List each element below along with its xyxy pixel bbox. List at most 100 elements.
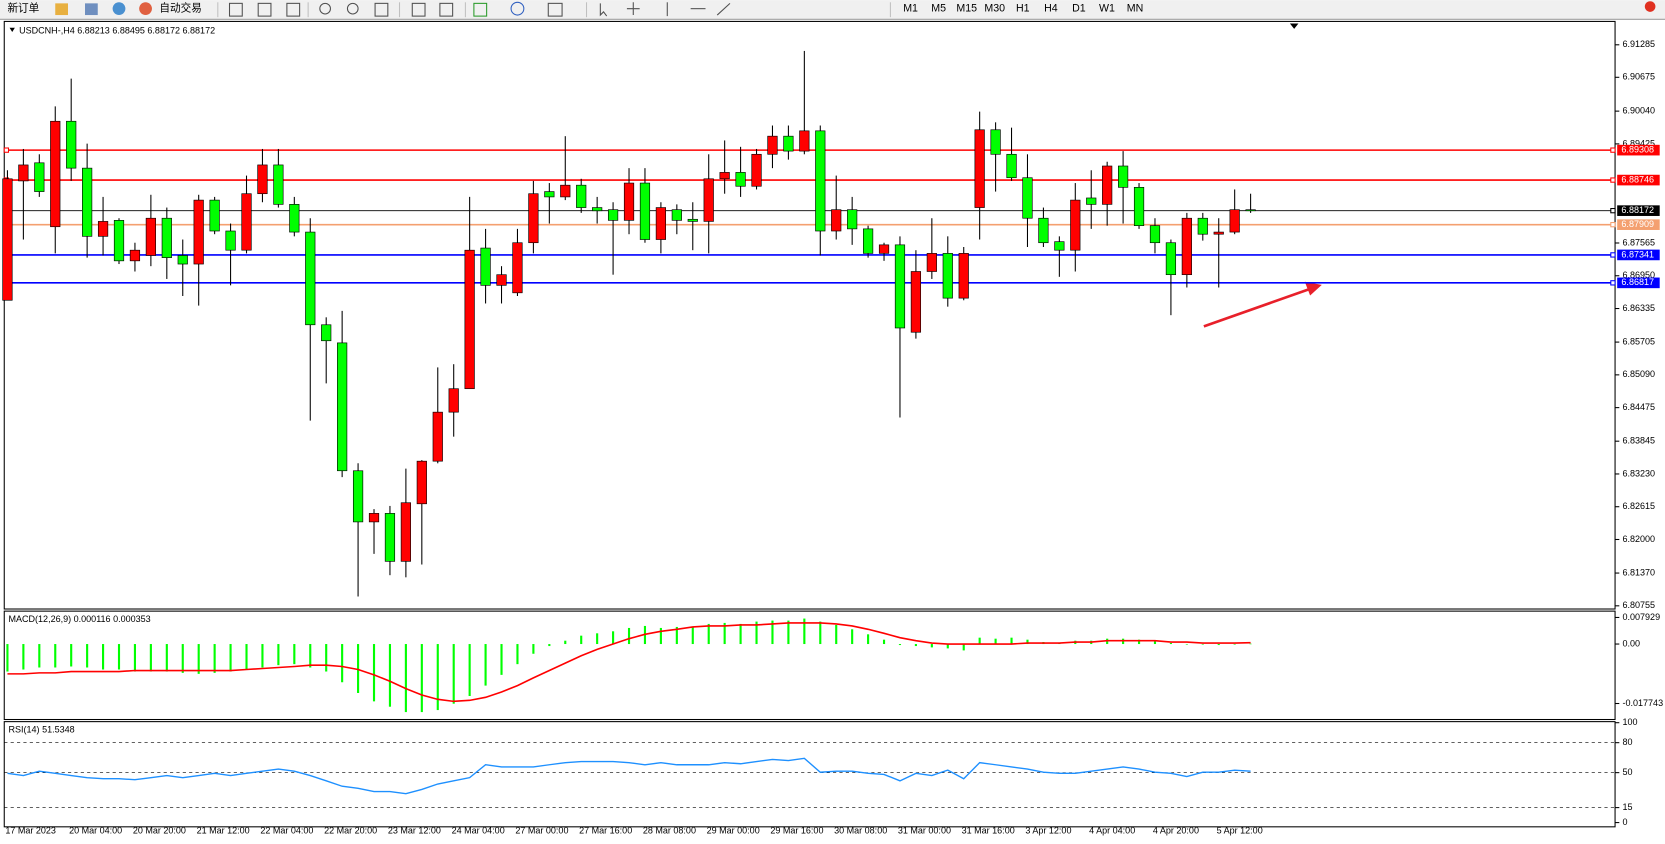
- line-handle[interactable]: [1610, 252, 1616, 258]
- x-tick-label: 4 Apr 20:00: [1153, 825, 1199, 835]
- timeframe-button[interactable]: M15: [956, 2, 977, 14]
- line-handle[interactable]: [1610, 177, 1616, 183]
- x-tick-label: 30 Mar 08:00: [834, 825, 887, 835]
- timeframe-button[interactable]: D1: [1072, 2, 1086, 14]
- toolbar-icon[interactable]: [599, 3, 608, 17]
- candle-body: [592, 207, 603, 212]
- x-tick-label: 29 Mar 16:00: [770, 825, 823, 835]
- price-label: 6.87341: [1621, 249, 1654, 259]
- macd-bar: [516, 644, 519, 665]
- toolbar-icon[interactable]: [510, 1, 525, 16]
- toolbar-icon[interactable]: [228, 2, 243, 17]
- line-handle[interactable]: [1610, 280, 1616, 286]
- x-tick-label: 22 Mar 20:00: [324, 825, 377, 835]
- timeframe-button[interactable]: H4: [1044, 2, 1058, 14]
- candle-body: [528, 193, 539, 244]
- toolbar-icon[interactable]: [55, 3, 69, 16]
- candle-body: [50, 120, 61, 228]
- macd-bar: [596, 633, 599, 645]
- macd-bar: [851, 629, 854, 645]
- timeframe-button[interactable]: M30: [984, 2, 1005, 14]
- macd-bar: [946, 644, 949, 649]
- timeframe-button[interactable]: H1: [1016, 2, 1030, 14]
- x-tick-label: 22 Mar 04:00: [260, 825, 313, 835]
- line-handle[interactable]: [3, 147, 10, 153]
- price-label: 6.87909: [1621, 219, 1654, 229]
- price-label: 6.86817: [1621, 277, 1654, 287]
- candle-body: [926, 253, 937, 272]
- candle-body: [82, 167, 93, 237]
- macd-bar: [54, 644, 57, 668]
- line-handle[interactable]: [1610, 222, 1616, 228]
- macd-bar: [1010, 637, 1013, 645]
- y-tick-label: 6.85705: [1622, 336, 1655, 346]
- candle-body: [66, 120, 77, 169]
- toolbar: [0, 0, 1665, 20]
- toolbar-icon[interactable]: [286, 2, 301, 17]
- toolbar-icon[interactable]: [547, 2, 563, 17]
- toolbar-icon[interactable]: [439, 2, 454, 17]
- macd-bar: [564, 640, 567, 645]
- candle-body: [512, 242, 523, 294]
- toolbar-icon[interactable]: [411, 2, 426, 17]
- candle-body: [257, 164, 268, 195]
- macd-bar: [803, 618, 806, 645]
- candle-body: [990, 129, 1001, 155]
- macd-bar: [739, 623, 742, 645]
- y-tick-label: 6.81370: [1622, 567, 1655, 577]
- toolbar-icon[interactable]: [374, 2, 389, 17]
- macd-bar: [325, 644, 328, 672]
- candle-body: [607, 209, 619, 221]
- candle-body: [321, 324, 332, 342]
- candle-body: [958, 253, 969, 299]
- toolbar-icon[interactable]: [473, 2, 488, 17]
- y-tick-label: 80: [1622, 737, 1632, 747]
- toolbar-icon[interactable]: [716, 2, 731, 16]
- timeframe-button[interactable]: M5: [931, 2, 946, 14]
- timeframe-button[interactable]: M1: [903, 2, 918, 14]
- candle-body: [1102, 165, 1113, 205]
- macd-bar: [117, 644, 121, 670]
- rsi-line: [7, 757, 1251, 795]
- line-handle[interactable]: [1610, 147, 1616, 153]
- main-title: USDCNH-,H4 6.88213 6.88495 6.88172 6.881…: [19, 25, 215, 35]
- timeframe-button[interactable]: W1: [1099, 2, 1115, 14]
- toolbar-icon[interactable]: [346, 2, 359, 15]
- toolbar-icon[interactable]: [257, 2, 272, 17]
- macd-bar: [372, 644, 376, 702]
- toolbar-icon[interactable]: [319, 2, 331, 15]
- price-label-bg: [1617, 205, 1660, 216]
- macd-bar: [898, 644, 902, 646]
- y-tick-label: 100: [1622, 717, 1637, 727]
- toolbar-icon[interactable]: [626, 2, 640, 16]
- candle-body: [703, 178, 714, 222]
- macd-bar: [261, 644, 264, 668]
- macd-bar: [22, 644, 25, 670]
- macd-bar: [994, 638, 997, 645]
- line-handle[interactable]: [1610, 207, 1616, 214]
- toolbar-icon[interactable]: [85, 3, 98, 16]
- candle-body: [400, 502, 411, 562]
- macd-bar: [835, 624, 838, 645]
- toolbar-icon[interactable]: [112, 2, 126, 16]
- toolbar-button[interactable]: 新订单: [7, 1, 39, 14]
- toolbar-icon[interactable]: [139, 2, 152, 16]
- macd-bar: [882, 639, 886, 645]
- macd-bar: [755, 621, 758, 645]
- notification-badge[interactable]: [1644, 1, 1656, 12]
- candle-body: [1054, 241, 1065, 251]
- y-tick-label: 6.82615: [1622, 501, 1655, 511]
- candle-body: [416, 460, 427, 505]
- candle-body: [161, 217, 172, 258]
- symbol-menu[interactable]: [9, 27, 15, 33]
- candle-body: [783, 135, 794, 152]
- signal-line: [7, 622, 1251, 703]
- candle-body: [942, 253, 953, 299]
- macd-bar: [691, 626, 694, 645]
- macd-bar: [1201, 644, 1204, 645]
- candle-body: [209, 199, 220, 232]
- toolbar-button[interactable]: 自动交易: [159, 1, 201, 14]
- macd-bar: [978, 637, 981, 645]
- timeframe-button[interactable]: MN: [1127, 2, 1144, 14]
